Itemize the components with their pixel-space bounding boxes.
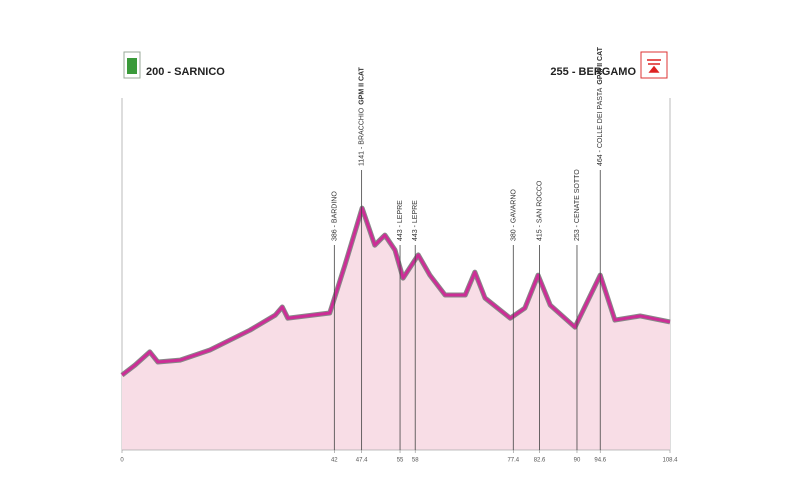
annotation-text: 1141 - BRACCHIO bbox=[358, 107, 365, 166]
x-tick-label: 42 bbox=[331, 458, 338, 464]
start-label: 200 - SARNICO bbox=[146, 66, 225, 78]
annotation-label: 1141 - BRACCHIO GPM II CAT bbox=[358, 66, 365, 166]
line bbox=[121, 206, 671, 377]
x-tick-label: 0 bbox=[120, 458, 124, 464]
annotation-text: 443 - LEPRE bbox=[397, 200, 404, 241]
annotation-note: GPM II CAT bbox=[358, 66, 365, 104]
annotation-label: 443 - LEPRE bbox=[412, 200, 419, 241]
annotation-label: 415 - SAN ROCCO bbox=[536, 180, 543, 241]
annotation-text: 386 - BARDINO bbox=[331, 191, 338, 241]
finish-logo bbox=[640, 51, 668, 79]
x-tick-label: 82.6 bbox=[534, 458, 546, 464]
annotation-text: 415 - SAN ROCCO bbox=[536, 180, 543, 241]
annotation-text: 443 - LEPRE bbox=[412, 200, 419, 241]
x-tick-label: 55 bbox=[397, 458, 404, 464]
annotation-label: 253 - CENATE SOTTO bbox=[574, 169, 581, 241]
x-tick-label: 108.4 bbox=[662, 458, 678, 464]
x-tick-label: 47.4 bbox=[356, 458, 368, 464]
annotation-text: 464 - COLLE DEI PASTA bbox=[597, 87, 604, 166]
annotation-label: 386 - BARDINO bbox=[331, 191, 338, 241]
x-tick-label: 58 bbox=[412, 458, 419, 464]
area bbox=[122, 208, 670, 450]
annotation-note: GPM II CAT bbox=[597, 46, 604, 84]
annotation-label: 443 - LEPRE bbox=[397, 200, 404, 241]
x-tick-label: 90 bbox=[574, 458, 581, 464]
start-logo bbox=[123, 51, 141, 79]
finish-label: 255 - BERGAMO bbox=[550, 66, 636, 78]
x-tick-label: 94.6 bbox=[594, 458, 606, 464]
annotation-text: 253 - CENATE SOTTO bbox=[574, 169, 581, 241]
annotation-label: 464 - COLLE DEI PASTA GPM II CAT bbox=[597, 46, 604, 166]
annotation-label: 380 - GAVARNO bbox=[510, 189, 517, 241]
annotation-text: 380 - GAVARNO bbox=[510, 189, 517, 241]
x-tick-label: 77.4 bbox=[507, 458, 519, 464]
